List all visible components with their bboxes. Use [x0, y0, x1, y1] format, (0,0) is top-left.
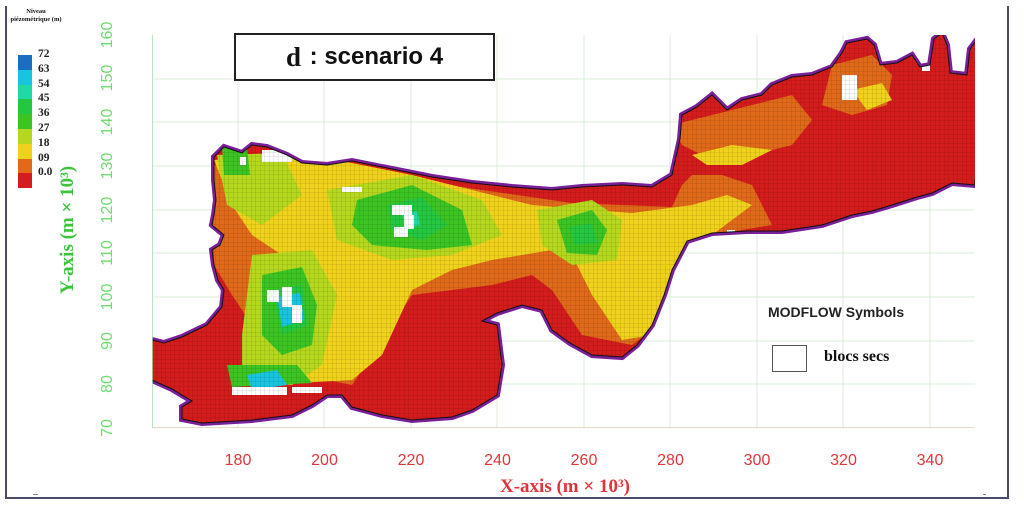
- colorbar-legend: Niveau piézométrique (m): [6, 8, 66, 24]
- x-axis-label: X-axis (m × 10³): [500, 476, 630, 497]
- legend-swatch: [18, 114, 32, 130]
- y-tick-label: 120: [99, 196, 116, 223]
- modflow-symbols-title: MODFLOW Symbols: [768, 304, 905, 320]
- legend-title-line2: piézométrique (m): [10, 16, 62, 23]
- corner-mark: [983, 494, 986, 495]
- title-sep: :: [302, 43, 325, 70]
- legend-swatch: [18, 129, 32, 144]
- x-tick-label: 200: [311, 452, 338, 469]
- legend-swatch: [18, 99, 32, 115]
- x-tick-label: 300: [743, 452, 771, 469]
- legend-label: 09: [38, 151, 50, 164]
- figure-title-box: d : scenario 4: [234, 33, 495, 81]
- dry-block-swatch: [772, 345, 807, 372]
- corner-mark: [33, 494, 38, 495]
- title-text: scenario 4: [324, 43, 444, 70]
- legend-title-line1: Niveau: [26, 8, 46, 15]
- legend-label: 72: [38, 48, 50, 60]
- y-tick-label: 100: [99, 283, 116, 311]
- y-tick-label: 70: [99, 419, 116, 437]
- dry-block-label: blocs secs: [824, 348, 890, 365]
- x-tick-label: 240: [484, 452, 511, 469]
- legend-label: 45: [38, 92, 50, 105]
- x-tick-label: 180: [224, 452, 252, 469]
- x-tick-label: 340: [916, 452, 944, 469]
- figure-frame: [5, 6, 1009, 499]
- y-tick-label: 160: [99, 21, 116, 49]
- y-tick-label: 80: [99, 375, 116, 394]
- x-tick-label: 320: [830, 452, 857, 469]
- legend-label: 27: [38, 122, 50, 134]
- legend-label: 36: [38, 107, 50, 120]
- y-tick-label: 150: [99, 65, 116, 92]
- map-plot: [152, 35, 975, 428]
- legend-swatch: [18, 55, 32, 70]
- legend-swatch: [18, 158, 32, 174]
- legend-label: 54: [38, 77, 50, 90]
- y-tick-label: 130: [99, 152, 116, 180]
- x-tick-label: 220: [397, 452, 425, 469]
- y-tick-label: 90: [99, 331, 116, 350]
- y-tick-label: 110: [99, 240, 116, 266]
- legend-swatch: [18, 84, 32, 100]
- x-tick-label: 260: [570, 452, 598, 469]
- legend-label: 18: [38, 136, 50, 149]
- legend-swatch: [18, 69, 32, 85]
- legend-label: 63: [38, 62, 50, 75]
- legend-swatch: [18, 143, 32, 159]
- title-prefix: d: [285, 41, 301, 72]
- x-tick-label: 280: [657, 452, 684, 469]
- y-axis-label: Y-axis (m × 10³): [57, 165, 78, 295]
- y-tick-label: 140: [99, 108, 116, 136]
- legend-swatch: [18, 173, 32, 189]
- legend-label: 0.0: [38, 166, 53, 179]
